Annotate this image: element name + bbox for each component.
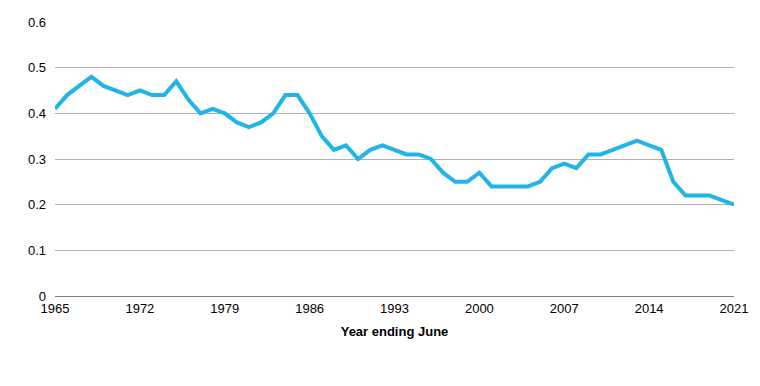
- svg-text:Year ending June: Year ending June: [341, 324, 449, 339]
- svg-text:1965: 1965: [41, 301, 70, 316]
- svg-text:1972: 1972: [125, 301, 154, 316]
- svg-text:0.6: 0.6: [28, 15, 46, 30]
- svg-text:0.2: 0.2: [28, 197, 46, 212]
- svg-text:0.1: 0.1: [28, 243, 46, 258]
- svg-text:2000: 2000: [465, 301, 494, 316]
- svg-text:2014: 2014: [635, 301, 664, 316]
- svg-text:0.5: 0.5: [28, 60, 46, 75]
- svg-text:1993: 1993: [380, 301, 409, 316]
- svg-text:2021: 2021: [720, 301, 749, 316]
- svg-text:1986: 1986: [295, 301, 324, 316]
- svg-text:1979: 1979: [210, 301, 239, 316]
- svg-text:0.4: 0.4: [28, 106, 46, 121]
- svg-text:2007: 2007: [550, 301, 579, 316]
- svg-text:0.3: 0.3: [28, 152, 46, 167]
- svg-text:0: 0: [39, 289, 46, 304]
